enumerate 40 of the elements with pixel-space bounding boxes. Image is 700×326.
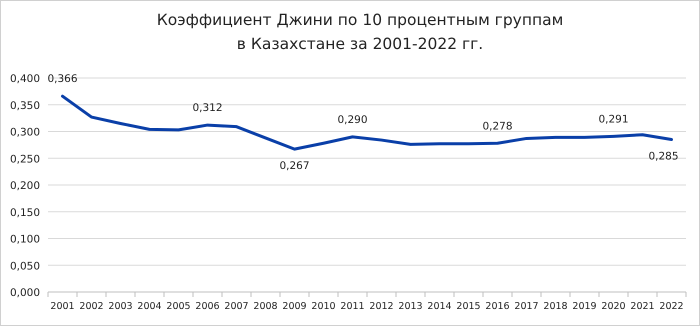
x-tick-label: 2014 [427, 301, 452, 312]
x-tick-label: 2003 [108, 301, 133, 312]
x-tick-label: 2012 [369, 301, 394, 312]
y-tick-label: 0,150 [10, 206, 40, 219]
data-label: 0,312 [192, 102, 223, 114]
y-tick-label: 0,000 [10, 287, 40, 299]
x-tick-label: 2019 [572, 301, 597, 312]
y-tick-label: 0,300 [10, 126, 40, 138]
data-label: 0,285 [648, 150, 679, 163]
x-tick-label: 2018 [543, 301, 568, 312]
y-tick-label: 0,200 [10, 180, 40, 192]
y-tick-label: 0,100 [10, 234, 40, 246]
x-tick-label: 2009 [282, 301, 307, 312]
x-tick-label: 2015 [456, 301, 481, 312]
x-tick-label: 2006 [195, 301, 220, 312]
x-tick-label: 2016 [485, 301, 510, 312]
chart-title: Коэффициент Джини по 10 процентным группам в Казахстане за 2001-2022 гг. [156, 11, 564, 53]
x-tick-label: 2010 [311, 301, 336, 312]
x-tick-label: 2001 [50, 301, 75, 312]
data-label: 0,366 [47, 73, 78, 86]
data-label: 0,291 [598, 113, 629, 126]
x-tick-label: 2004 [137, 301, 162, 312]
x-tick-label: 2007 [224, 301, 249, 312]
line-series [61, 94, 673, 151]
x-tick-label: 2013 [398, 301, 423, 312]
y-tick-label: 0,400 [10, 73, 40, 85]
data-label: 0,290 [337, 114, 368, 126]
data-label: 0,267 [279, 160, 310, 172]
x-tick-label: 2002 [79, 301, 104, 312]
x-tick-label: 2020 [601, 301, 626, 312]
x-tick-label: 2017 [514, 301, 539, 312]
data-label: 0,278 [482, 120, 513, 132]
y-tick-label: 0,250 [10, 153, 40, 166]
y-tick-label: 0,050 [10, 260, 40, 272]
x-tick-label: 2021 [630, 301, 655, 312]
x-tick-label: 2022 [659, 301, 684, 312]
x-tick-label: 2011 [340, 301, 365, 312]
x-tick-label: 2005 [166, 301, 191, 312]
x-tick-label: 2008 [253, 301, 278, 312]
y-tick-label: 0,350 [10, 100, 40, 112]
